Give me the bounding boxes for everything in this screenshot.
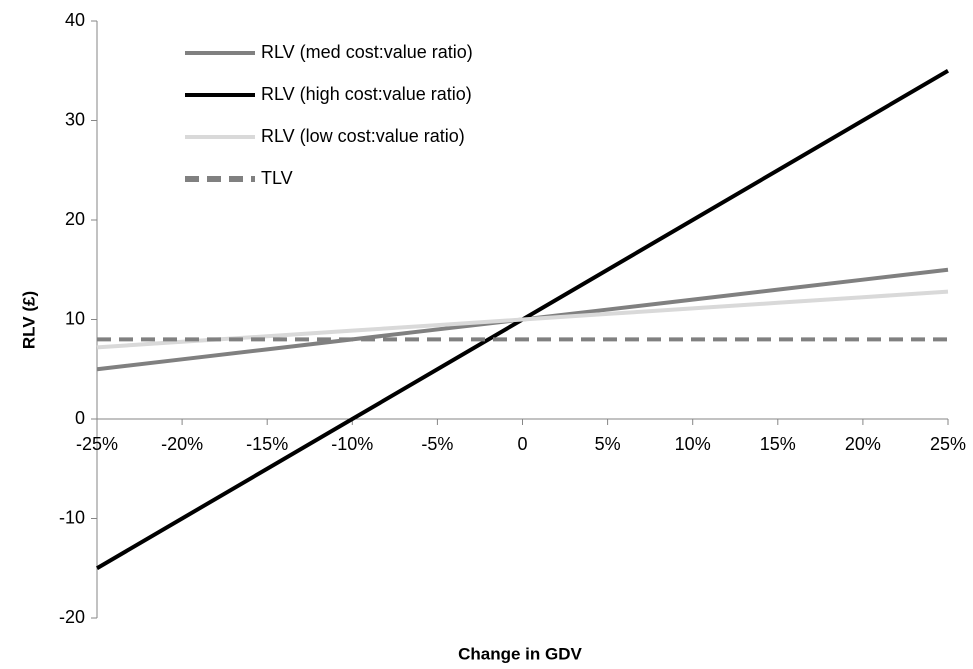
y-tick-label: -10: [59, 507, 85, 527]
y-tick-label: -20: [59, 607, 85, 627]
y-tick-label: 0: [75, 408, 85, 428]
legend-label: RLV (high cost:value ratio): [261, 84, 472, 104]
x-tick-label: -5%: [421, 434, 453, 454]
y-axis-title: RLV (£): [19, 291, 38, 349]
x-tick-label: -25%: [76, 434, 118, 454]
y-tick-label: 30: [65, 109, 85, 129]
legend-label: RLV (med cost:value ratio): [261, 42, 473, 62]
x-tick-label: -10%: [331, 434, 373, 454]
x-tick-label: -15%: [246, 434, 288, 454]
x-tick-label: -20%: [161, 434, 203, 454]
x-tick-label: 0: [517, 434, 527, 454]
x-tick-label: 25%: [930, 434, 966, 454]
x-tick-label: 5%: [595, 434, 621, 454]
x-tick-label: 15%: [760, 434, 796, 454]
x-axis-title: Change in GDV: [458, 644, 582, 663]
x-tick-label: 20%: [845, 434, 881, 454]
legend-label: RLV (low cost:value ratio): [261, 126, 465, 146]
y-tick-label: 40: [65, 10, 85, 30]
y-tick-label: 10: [65, 308, 85, 328]
y-tick-label: 20: [65, 209, 85, 229]
legend-label: TLV: [261, 168, 293, 188]
x-tick-label: 10%: [675, 434, 711, 454]
